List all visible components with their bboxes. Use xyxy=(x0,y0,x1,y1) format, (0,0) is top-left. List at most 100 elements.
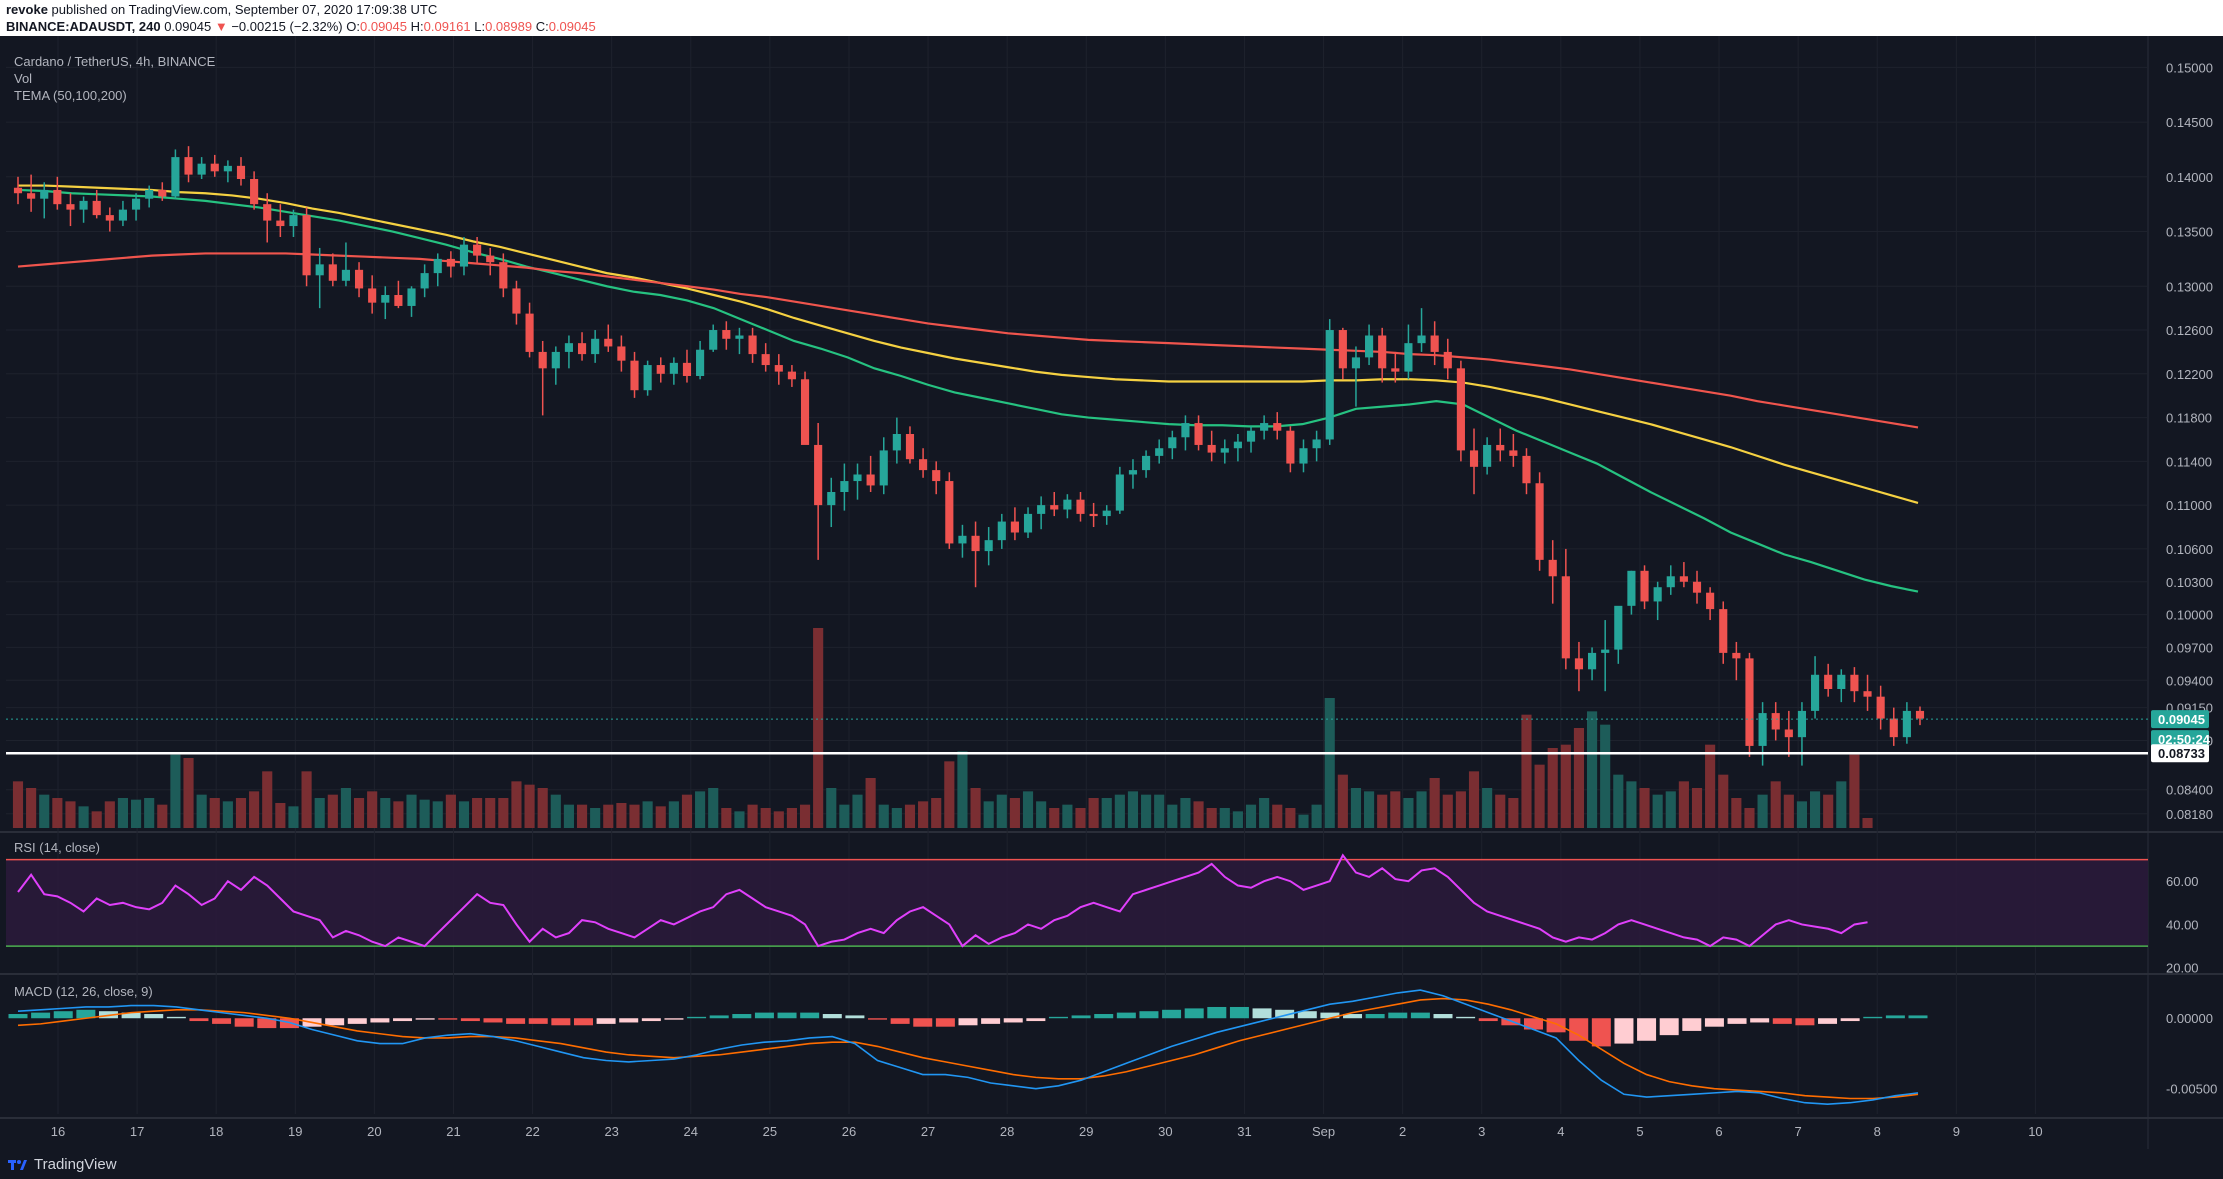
candle-up xyxy=(1023,513,1033,533)
candle-down xyxy=(1443,351,1452,369)
candle-down xyxy=(66,204,75,210)
candle-down xyxy=(1915,710,1925,719)
candle-down xyxy=(446,258,455,267)
time-tick-label: 30 xyxy=(1158,1124,1172,1139)
volume-bar xyxy=(524,784,535,828)
tema-legend[interactable]: TEMA (50,100,200) xyxy=(14,88,127,103)
candle-down xyxy=(1076,499,1085,514)
time-tick-label: 25 xyxy=(763,1124,777,1139)
volume-bar xyxy=(1036,801,1047,828)
time-tick-label: 24 xyxy=(684,1124,698,1139)
volume-bar xyxy=(708,788,719,828)
tradingview-brand[interactable]: TradingView xyxy=(34,1156,117,1173)
candle-down xyxy=(250,178,259,205)
volume-bar xyxy=(1101,798,1112,828)
volume-bar xyxy=(1639,788,1650,828)
symbol-legend[interactable]: Cardano / TetherUS, 4h, BINANCE xyxy=(14,54,216,69)
candle-down xyxy=(1548,559,1557,577)
volume-bar xyxy=(1285,808,1296,828)
macd-histogram-bar xyxy=(347,1018,367,1024)
volume-bar xyxy=(760,808,771,828)
candle-down xyxy=(1509,450,1518,456)
candle-down xyxy=(512,288,521,314)
volume-bar xyxy=(511,781,522,828)
tema-line-200 xyxy=(17,252,1919,429)
candle-down xyxy=(1378,335,1387,369)
candle-up xyxy=(1588,652,1597,670)
candle-up xyxy=(1404,343,1413,372)
volume-bar xyxy=(52,798,63,828)
candle-up xyxy=(1063,499,1072,510)
volume-bar xyxy=(1455,791,1466,828)
macd-tick-label: -0.00500 xyxy=(2166,1082,2217,1097)
candle-up xyxy=(1312,439,1321,449)
macd-legend[interactable]: MACD (12, 26, close, 9) xyxy=(14,984,153,999)
macd-histogram-bar xyxy=(189,1018,209,1022)
candle-down xyxy=(1824,674,1833,690)
volume-bar xyxy=(957,751,968,828)
macd-histogram-bar xyxy=(528,1018,548,1024)
macd-histogram-bar xyxy=(777,1012,797,1019)
time-tick-label: 9 xyxy=(1953,1124,1960,1139)
volume-bar xyxy=(839,804,850,828)
candle-up xyxy=(315,264,324,276)
rsi-legend[interactable]: RSI (14, close) xyxy=(14,840,100,855)
volume-bar xyxy=(629,804,640,828)
volume-bar xyxy=(458,801,470,828)
price-axis[interactable]: 0.15000 0.14500 0.14000 0.13500 0.13000 0.126… xyxy=(2166,60,2217,1096)
macd-histogram-bar xyxy=(822,1014,842,1019)
price-tick-label: 0.12200 xyxy=(2166,367,2213,382)
candle-down xyxy=(1732,652,1741,659)
volume-bar xyxy=(826,788,837,828)
time-axis[interactable]: 16 17 18 19 20 21 22 23 24 25 26 27 28 29 30 31 Sep 2 3 4 5 6… xyxy=(51,1124,2043,1139)
volume-bar xyxy=(734,811,745,828)
volume-bar xyxy=(1062,804,1073,828)
chart-canvas[interactable]: 0.15000 0.14500 0.14000 0.13500 0.13000 0.126… xyxy=(0,36,2223,1149)
macd-histogram-bar xyxy=(144,1014,164,1019)
volume-bar xyxy=(1560,744,1571,828)
volume-bar xyxy=(1272,804,1283,828)
volume-bar xyxy=(878,804,889,828)
volume-bar xyxy=(1298,814,1309,828)
author-name[interactable]: revoke xyxy=(6,2,48,17)
volume-bar xyxy=(1652,794,1663,828)
volume-legend[interactable]: Vol xyxy=(14,71,33,86)
volume-bar xyxy=(668,801,679,828)
volume-bar xyxy=(1416,791,1427,828)
macd-histogram-bar xyxy=(551,1018,571,1026)
macd-histogram-bar xyxy=(573,1018,593,1026)
macd-histogram-bar xyxy=(1637,1018,1657,1041)
candle-up xyxy=(1653,587,1662,602)
volume-bar xyxy=(1114,794,1125,828)
candle-down xyxy=(1640,570,1649,602)
candle-down xyxy=(394,295,403,306)
volume-bar xyxy=(681,794,693,828)
time-tick-label: 27 xyxy=(921,1124,935,1139)
candle-up xyxy=(984,540,993,552)
candle-down xyxy=(971,535,980,552)
macd-histogram-bar xyxy=(1908,1015,1928,1019)
candle-up xyxy=(1627,570,1636,606)
candle-up xyxy=(1246,430,1256,442)
price-tick-label: 0.09700 xyxy=(2166,640,2213,655)
volume-bar xyxy=(1534,764,1545,828)
macd-histogram-bar xyxy=(1546,1018,1566,1033)
macd-histogram-bar xyxy=(868,1018,888,1020)
volume-bar xyxy=(340,788,351,828)
candle-down xyxy=(1456,368,1465,451)
macd-histogram-bar xyxy=(1840,1018,1860,1022)
volume-bar xyxy=(170,754,181,828)
volume-bar xyxy=(1193,801,1204,828)
volume-bar xyxy=(931,798,942,828)
volume-bar xyxy=(1167,804,1178,828)
candle-down xyxy=(1286,430,1295,464)
candle-down xyxy=(617,346,626,361)
macd-histogram-bar xyxy=(1704,1018,1724,1027)
volume-bar xyxy=(1665,791,1676,828)
price-tick-label: 0.13500 xyxy=(2166,225,2213,240)
candle-down xyxy=(1876,696,1885,719)
volume-bar xyxy=(904,804,916,828)
macd-histogram-bar xyxy=(506,1018,526,1024)
time-tick-label: 20 xyxy=(367,1124,381,1139)
volume-bar xyxy=(104,801,115,828)
